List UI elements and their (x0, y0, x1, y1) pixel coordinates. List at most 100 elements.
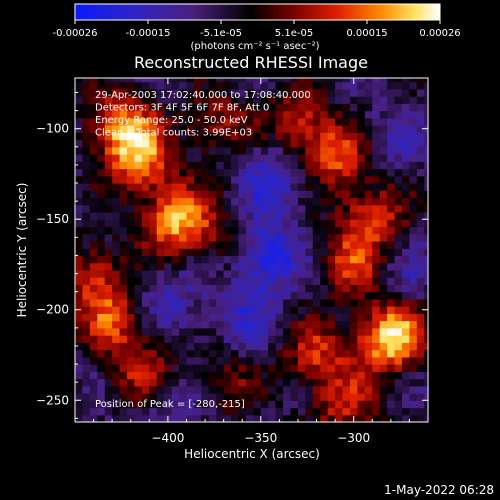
heatmap-cell (223, 327, 232, 336)
heatmap-cell (179, 211, 188, 220)
heatmap-cell (149, 240, 158, 249)
heatmap-cell (349, 125, 358, 133)
heatmap-cell (201, 385, 210, 394)
heatmap-cell (394, 110, 403, 119)
heatmap-cell (231, 139, 240, 148)
heatmap-cell (401, 139, 411, 148)
heatmap-cell (387, 233, 396, 242)
heatmap-cell (89, 269, 98, 278)
heatmap-cell (201, 393, 210, 401)
heatmap-cell (409, 211, 418, 220)
heatmap-cell (112, 284, 121, 293)
heatmap-cell (416, 125, 425, 133)
heatmap-cell (409, 248, 418, 257)
heatmap-cell (297, 139, 306, 148)
heatmap-cell (216, 248, 225, 257)
heatmap-cell (416, 175, 425, 184)
heatmap-cell (290, 154, 299, 162)
heatmap-cell (127, 219, 136, 228)
heatmap-cell (164, 320, 173, 329)
heatmap-cell (89, 400, 98, 409)
heatmap-cell (283, 88, 292, 97)
heatmap-cell (245, 183, 254, 191)
heatmap-cell (127, 183, 136, 191)
heatmap-cell (312, 233, 321, 242)
heatmap-cell (297, 298, 306, 307)
heatmap-cell (231, 88, 240, 97)
heatmap-cell (290, 226, 299, 235)
heatmap-cell (216, 255, 225, 264)
heatmap-cell (253, 96, 262, 104)
heatmap-cell (104, 356, 113, 365)
heatmap-cell (342, 371, 351, 380)
heatmap-cell (156, 161, 165, 170)
heatmap-cell (283, 226, 292, 235)
heatmap-cell (372, 175, 381, 184)
heatmap-cell (186, 78, 195, 83)
heatmap-cell (75, 284, 84, 293)
heatmap-cell (104, 407, 113, 416)
heatmap-cell (75, 277, 84, 285)
heatmap-cell (208, 342, 217, 351)
heatmap-cell (312, 298, 321, 307)
heatmap-cell (75, 204, 84, 213)
heatmap-cell (335, 204, 344, 213)
heatmap-cell (97, 298, 106, 307)
colorbar-tick-label: 5.1e-05 (275, 28, 313, 39)
heatmap-cell (127, 269, 136, 278)
heatmap-cell (97, 233, 106, 242)
heatmap-cell (312, 320, 321, 329)
heatmap-cell (141, 313, 150, 322)
heatmap-cell (127, 81, 136, 90)
heatmap-cell (82, 291, 91, 300)
heatmap-cell (245, 371, 254, 380)
heatmap-cell (253, 262, 262, 271)
heatmap-cell (253, 88, 262, 97)
heatmap-cell (342, 96, 351, 104)
heatmap-cell (283, 400, 292, 409)
heatmap-cell (171, 356, 180, 365)
heatmap-cell (75, 88, 84, 97)
heatmap-cell (290, 364, 299, 372)
heatmap-cell (275, 175, 284, 184)
heatmap-cell (164, 146, 173, 155)
heatmap-cell (275, 248, 284, 257)
heatmap-cell (186, 103, 195, 112)
heatmap-cell (260, 414, 269, 422)
heatmap-cell (305, 146, 314, 155)
heatmap-cell (208, 146, 217, 155)
heatmap-cell (394, 146, 403, 155)
heatmap-cell (201, 78, 210, 83)
heatmap-cell (245, 154, 254, 162)
heatmap-cell (394, 190, 403, 199)
heatmap-cell (216, 125, 225, 133)
heatmap-cell (394, 211, 403, 220)
heatmap-cell (127, 96, 136, 104)
heatmap-cell (97, 262, 106, 271)
heatmap-cell (342, 240, 351, 249)
heatmap-cell (179, 378, 188, 387)
heatmap-cell (82, 277, 91, 285)
heatmap-cell (171, 161, 180, 170)
heatmap-cell (416, 385, 425, 394)
colorbar-tick-label: -0.00026 (53, 28, 98, 39)
heatmap-cell (409, 385, 418, 394)
heatmap-cell (379, 125, 388, 133)
heatmap-cell (104, 168, 113, 177)
heatmap-cell (260, 154, 269, 162)
heatmap-cell (208, 183, 217, 191)
heatmap-cell (342, 298, 351, 307)
heatmap-cell (409, 407, 418, 416)
heatmap-cell (171, 364, 180, 372)
heatmap-cell (372, 183, 381, 191)
heatmap-cell (349, 154, 358, 162)
heatmap-cell (238, 139, 247, 148)
heatmap-cell (357, 226, 366, 235)
heatmap-cell (260, 269, 269, 278)
heatmap-cell (320, 407, 329, 416)
heatmap-cell (283, 146, 292, 155)
heatmap-cell (179, 233, 188, 242)
heatmap-cell (245, 378, 254, 387)
heatmap-cell (320, 385, 329, 394)
heatmap-cell (364, 385, 373, 394)
